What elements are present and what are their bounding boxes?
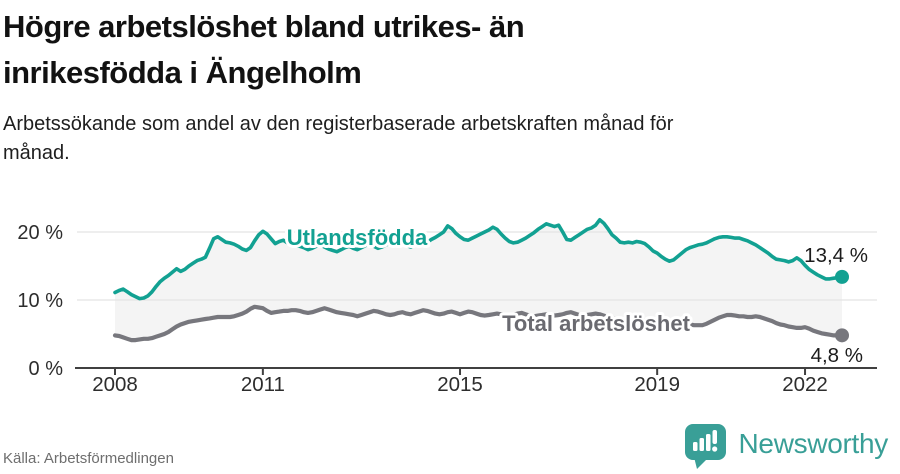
unemployment-line-chart: 0 % 10 % 20 % 2008 2011 2015 2019 2022 Utlandsfö… xyxy=(17,217,877,396)
x-axis-tick-label: 2011 xyxy=(241,373,285,396)
source-note: Källa: Arbetsförmedlingen xyxy=(3,450,174,467)
x-axis-tick-label: 2019 xyxy=(634,373,680,396)
x-axis-tick-label: 2015 xyxy=(437,373,483,396)
newsworthy-wordmark: Newsworthy xyxy=(738,427,889,459)
chart-title: Högre arbetslöshet bland utrikes- än inr… xyxy=(3,9,525,90)
series-line-total xyxy=(112,304,845,343)
y-axis-tick-label: 0 % xyxy=(29,358,64,380)
series-line-utlandsfodda xyxy=(113,217,844,301)
series-end-value-label: 4,8 % xyxy=(811,344,863,367)
chart-subtitle: Arbetssökande som andel av den registerb… xyxy=(3,113,674,164)
newsworthy-logo: Newsworthy xyxy=(684,423,888,470)
series-end-dot xyxy=(835,269,849,284)
series-end-dot xyxy=(835,328,849,343)
series-end-value-label: 13,4 % xyxy=(804,244,868,267)
x-axis-tick-label: 2022 xyxy=(782,373,828,396)
series-inline-label: Utlandsfödda xyxy=(287,225,428,250)
newsworthy-bubble-chart-icon xyxy=(684,424,726,469)
series-inline-label: Total arbetslöshet xyxy=(502,311,691,336)
x-axis-tick-label: 2008 xyxy=(92,373,138,396)
y-axis-tick-label: 20 % xyxy=(17,222,63,244)
line-chart: 0 % 10 % 20 % 2008 2011 2015 2019 2022 Utlandsfö… xyxy=(0,200,900,410)
y-axis-tick-label: 10 % xyxy=(17,290,63,312)
